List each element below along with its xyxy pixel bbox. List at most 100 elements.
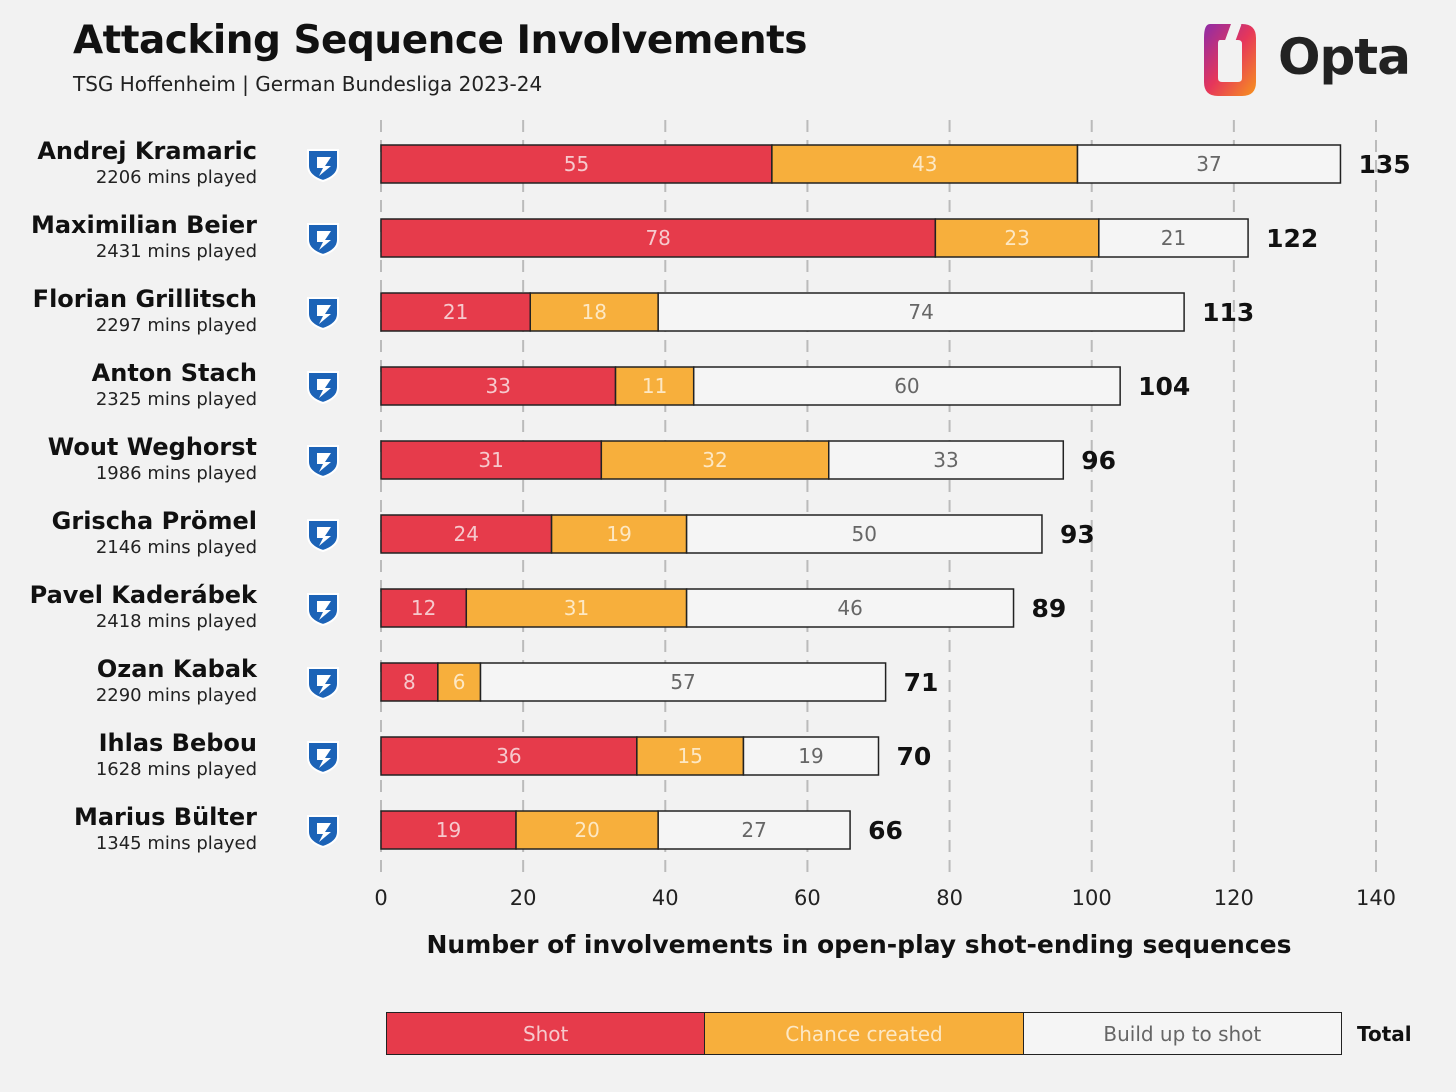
x-tick-label: 60 — [794, 886, 821, 910]
bar-segment — [742, 736, 880, 776]
total-label: 135 — [1358, 150, 1410, 179]
bar-value-label: 19 — [798, 744, 823, 768]
bar-segment — [437, 662, 482, 702]
minutes-played: 1345 mins played — [96, 833, 257, 854]
total-label: 66 — [868, 816, 903, 845]
minutes-played: 2325 mins played — [96, 389, 257, 410]
x-axis-label: Number of involvements in open-play shot… — [426, 930, 1292, 959]
minutes-played: 2297 mins played — [96, 315, 257, 336]
bar-value-label: 18 — [581, 300, 606, 324]
bar-value-label: 20 — [574, 818, 599, 842]
bar-value-label: 50 — [852, 522, 877, 546]
legend: Shot Chance created Build up to shot — [386, 1012, 1342, 1055]
bar-segment — [771, 144, 1079, 184]
bar-segment — [1076, 144, 1342, 184]
total-label: 113 — [1202, 298, 1254, 327]
bar-value-label: 74 — [908, 300, 933, 324]
bar-value-label: 78 — [645, 226, 670, 250]
player-name: Maximilian Beier — [31, 211, 257, 239]
bar-segment — [529, 292, 659, 332]
player-name: Pavel Kaderábek — [30, 581, 258, 609]
club-crest-icon — [317, 823, 331, 842]
x-tick-label: 40 — [652, 886, 679, 910]
bar-value-label: 11 — [642, 374, 667, 398]
bar-segment — [550, 514, 688, 554]
legend-chance-created: Chance created — [704, 1013, 1023, 1054]
bar-value-label: 24 — [454, 522, 479, 546]
total-label: 122 — [1266, 224, 1318, 253]
bar-segment — [465, 588, 688, 628]
opta-logo-text: Opta — [1278, 28, 1411, 86]
bar-segment — [479, 662, 887, 702]
bar-value-label: 31 — [478, 448, 503, 472]
bar-segment — [657, 810, 851, 850]
x-tick-label: 20 — [510, 886, 537, 910]
bar-value-label: 23 — [1004, 226, 1029, 250]
bar-value-label: 55 — [564, 152, 589, 176]
chart-subtitle: TSG Hoffenheim | German Bundesliga 2023-… — [73, 72, 543, 96]
bar-segment — [380, 810, 517, 850]
club-crest-icon — [317, 675, 331, 694]
minutes-played: 2418 mins played — [96, 611, 257, 632]
bar-value-label: 19 — [436, 818, 461, 842]
bar-value-label: 21 — [1161, 226, 1186, 250]
player-name: Marius Bülter — [74, 803, 257, 831]
minutes-played: 2146 mins played — [96, 537, 257, 558]
bar-value-label: 31 — [564, 596, 589, 620]
bar-segment — [515, 810, 659, 850]
bar-value-label: 15 — [677, 744, 702, 768]
minutes-played: 1986 mins played — [96, 463, 257, 484]
minutes-played: 2206 mins played — [96, 167, 257, 188]
bar-segment — [380, 144, 773, 184]
bar-segment — [380, 218, 937, 258]
total-label: 70 — [897, 742, 932, 771]
player-name: Andrej Kramaric — [37, 137, 257, 165]
bar-segment — [380, 292, 531, 332]
bar-value-label: 60 — [894, 374, 919, 398]
total-label: 89 — [1032, 594, 1067, 623]
bar-value-label: 6 — [453, 670, 466, 694]
bar-segment — [380, 588, 468, 628]
player-name: Grischa Prömel — [52, 507, 257, 535]
bar-segment — [685, 588, 1015, 628]
club-crest-icon — [317, 379, 331, 398]
club-crest-icon — [317, 305, 331, 324]
player-name: Florian Grillitsch — [33, 285, 257, 313]
bar-value-label: 8 — [403, 670, 416, 694]
x-tick-label: 120 — [1214, 886, 1254, 910]
bar-segment — [657, 292, 1185, 332]
x-tick-label: 140 — [1356, 886, 1396, 910]
bar-value-label: 12 — [411, 596, 436, 620]
bar-segment — [692, 366, 1121, 406]
club-crest-icon — [317, 157, 331, 176]
bar-value-label: 19 — [606, 522, 631, 546]
player-name: Ihlas Bebou — [99, 729, 257, 757]
x-tick-label: 100 — [1072, 886, 1112, 910]
bar-value-label: 21 — [443, 300, 468, 324]
minutes-played: 2290 mins played — [96, 685, 257, 706]
club-crest-icon — [317, 749, 331, 768]
minutes-played: 1628 mins played — [96, 759, 257, 780]
bar-segment — [614, 366, 695, 406]
club-crest-icon — [317, 527, 331, 546]
minutes-played: 2431 mins played — [96, 241, 257, 262]
bar-value-label: 33 — [486, 374, 511, 398]
bar-value-label: 36 — [496, 744, 521, 768]
opta-logo: Opta — [1198, 20, 1411, 102]
bar-segment — [828, 440, 1065, 480]
total-label: 96 — [1081, 446, 1116, 475]
x-tick-label: 0 — [374, 886, 387, 910]
bar-segment — [380, 736, 638, 776]
total-label: 104 — [1138, 372, 1190, 401]
legend-shot: Shot — [387, 1013, 705, 1054]
player-name: Wout Weghorst — [48, 433, 257, 461]
bar-segment — [380, 440, 603, 480]
bar-value-label: 27 — [741, 818, 766, 842]
player-name: Ozan Kabak — [97, 655, 258, 683]
total-label: 71 — [904, 668, 939, 697]
bar-segment — [685, 514, 1043, 554]
bar-value-label: 33 — [933, 448, 958, 472]
club-crest-icon — [317, 601, 331, 620]
club-crest-icon — [317, 453, 331, 472]
